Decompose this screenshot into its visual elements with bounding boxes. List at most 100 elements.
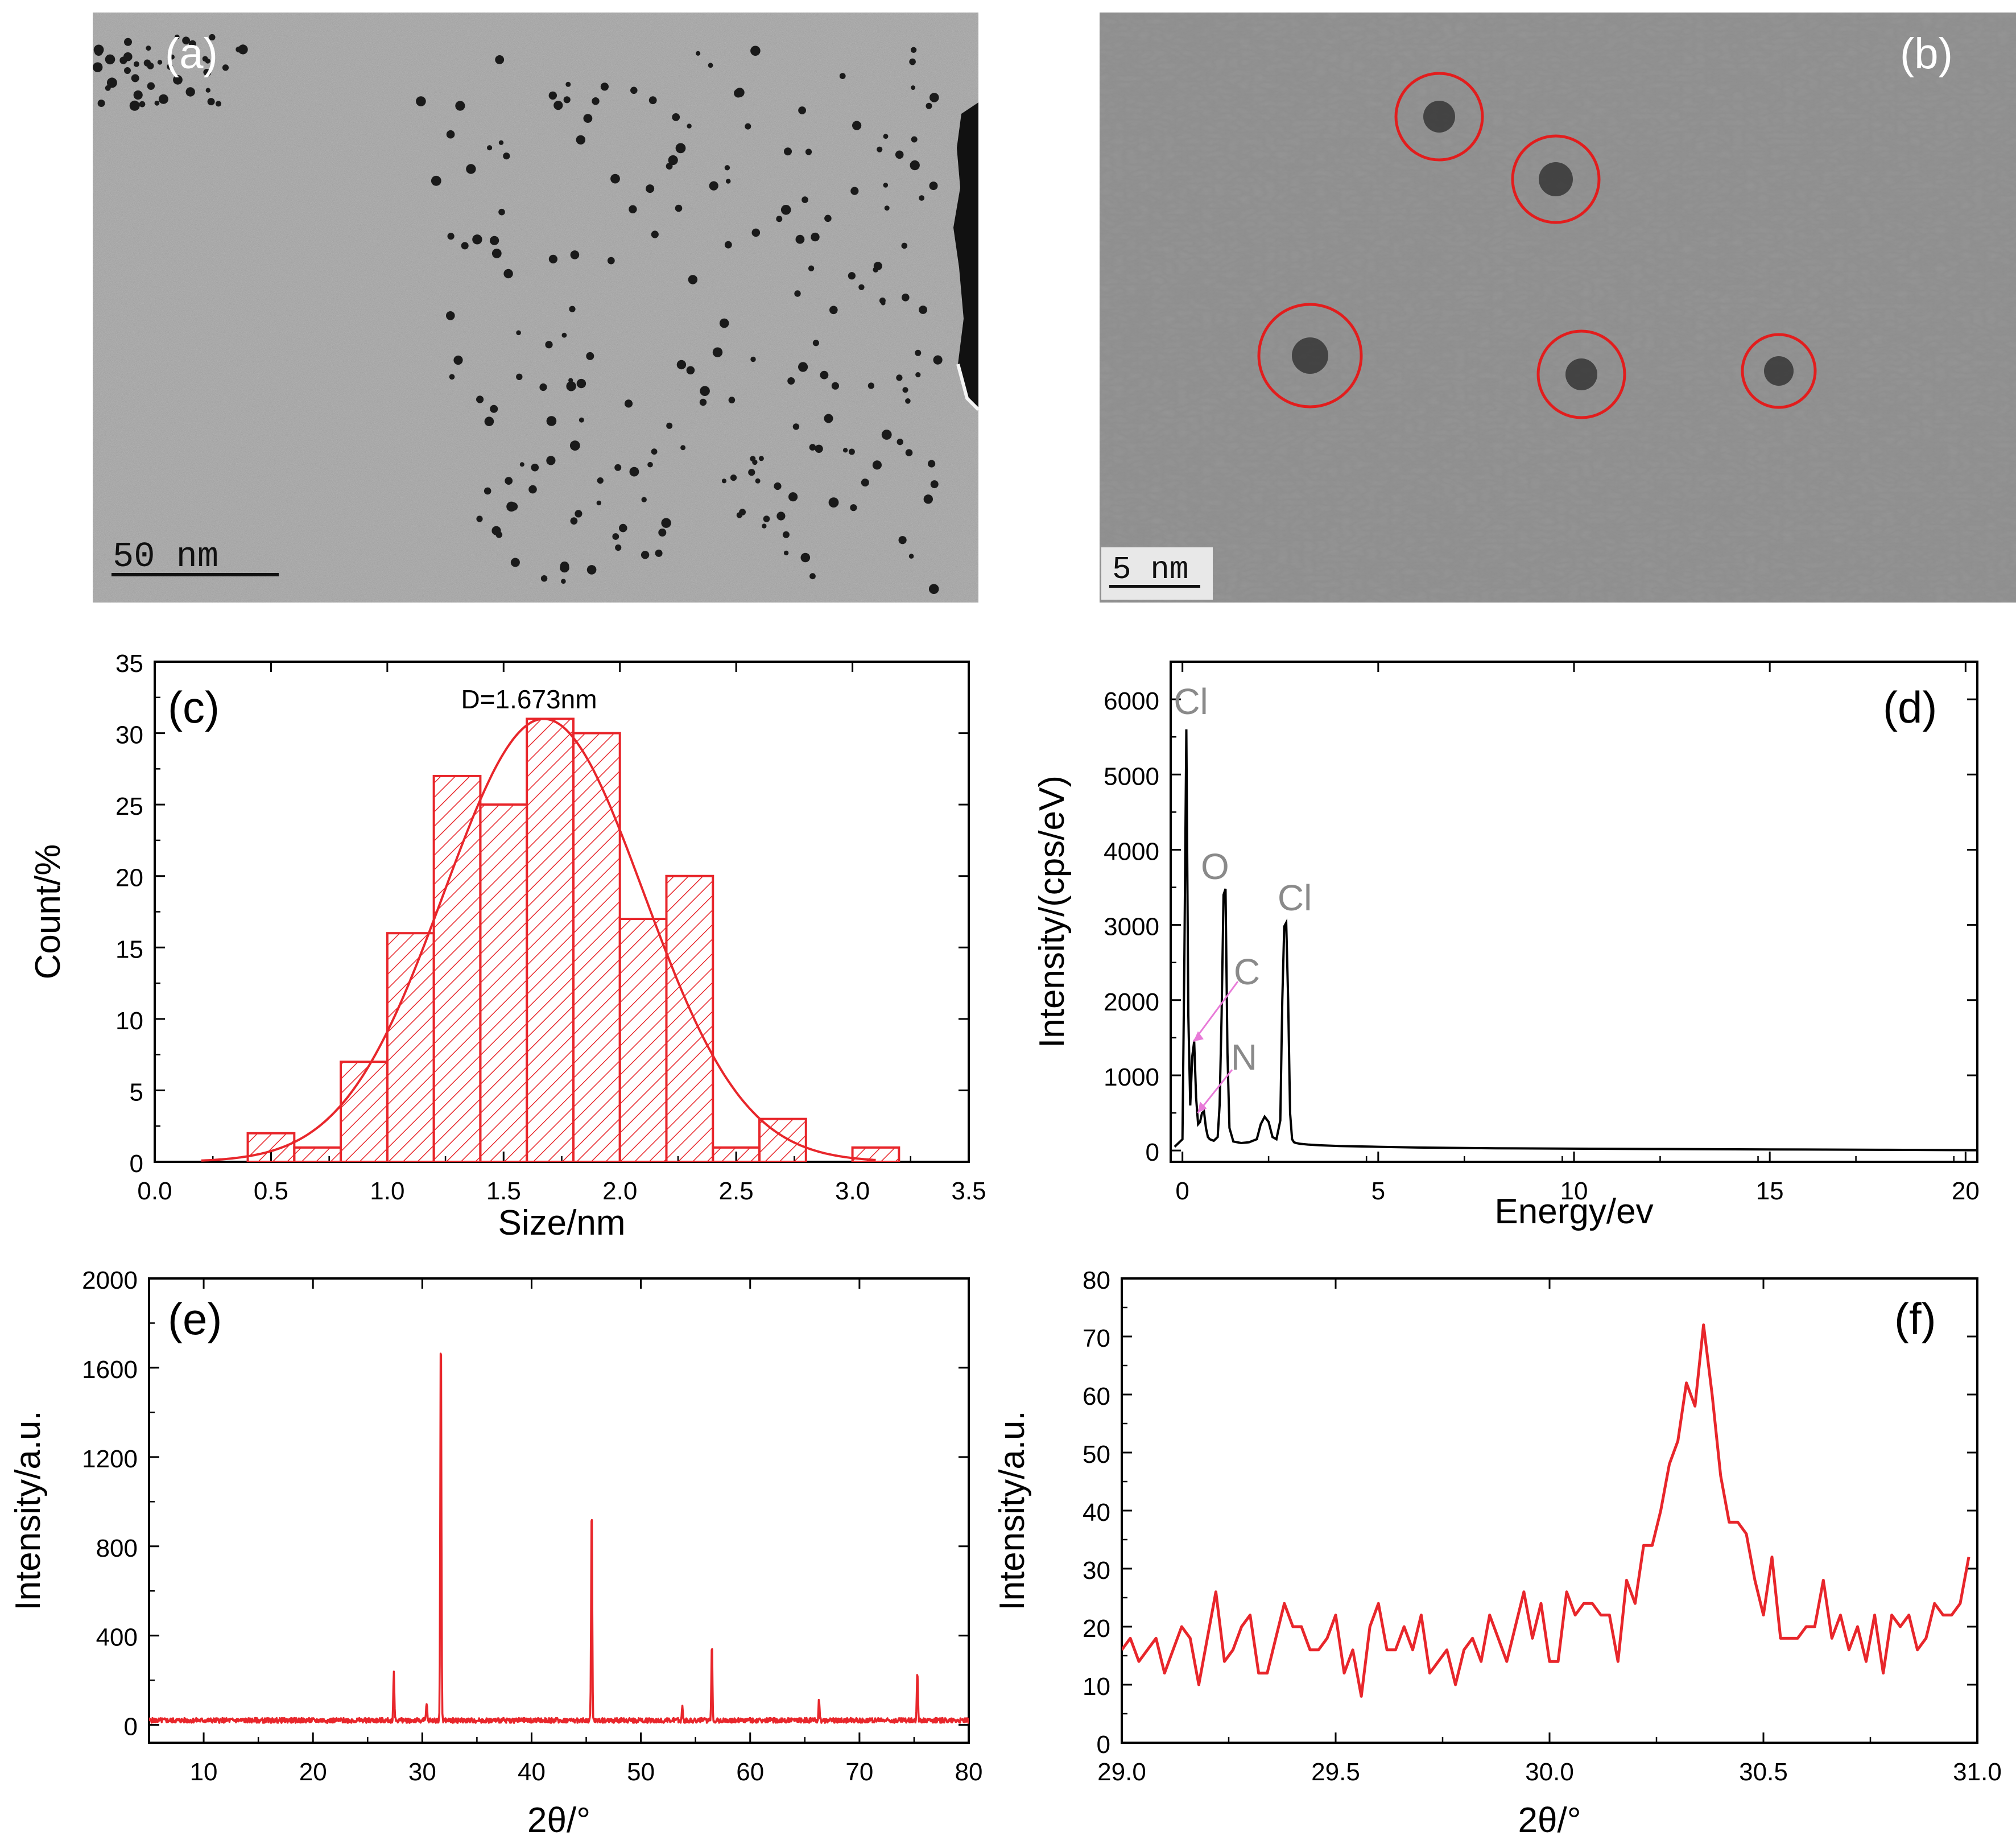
nanoparticle <box>569 440 580 451</box>
nanoparticle <box>929 93 939 102</box>
y-tick-label: 0 <box>130 1150 143 1178</box>
nanoparticle <box>802 196 808 203</box>
y-axis-title: Intensity/a.u. <box>993 1410 1032 1611</box>
nanoparticle <box>798 106 806 114</box>
nanoparticle <box>923 494 933 504</box>
nanoparticle <box>484 416 494 426</box>
nanoparticle <box>930 480 939 489</box>
nanoparticle <box>461 242 469 250</box>
nanoparticle <box>97 100 105 107</box>
nanoparticle <box>910 160 920 171</box>
nanoparticle <box>721 478 727 484</box>
nanoparticle <box>596 500 602 506</box>
peak-label: Cl <box>1174 681 1208 722</box>
nanoparticle <box>774 482 782 490</box>
xrd-zoom-layer <box>1122 1323 1970 1698</box>
nanoparticle <box>93 44 104 55</box>
nanoparticle <box>872 460 882 470</box>
nanoparticle <box>610 174 620 184</box>
x-tick-label: 31.0 <box>1953 1758 2002 1786</box>
x-tick-label: 50 <box>627 1758 655 1786</box>
nanoparticle <box>867 382 874 389</box>
nanoparticle <box>699 398 707 406</box>
nanoparticle <box>93 62 103 72</box>
histogram-bar <box>340 1061 389 1162</box>
xrd-layer <box>149 1352 969 1724</box>
panel-label: (f) <box>1894 1294 1936 1344</box>
nanoparticle <box>476 515 483 522</box>
histogram-bar <box>526 717 575 1162</box>
nanoparticle <box>895 150 904 159</box>
nanoparticle <box>516 330 521 336</box>
y-tick-label: 10 <box>1083 1673 1110 1701</box>
arrowhead-n <box>1197 1102 1207 1113</box>
nanoparticle <box>619 523 627 533</box>
nanoparticle <box>586 565 597 575</box>
nanoparticle <box>182 36 190 45</box>
nanoparticle <box>495 55 505 64</box>
nanoparticle <box>883 183 889 188</box>
nanoparticle <box>750 46 761 56</box>
y-axis-title: Intensity/(cps/eV) <box>1032 775 1072 1048</box>
nanoparticle <box>495 531 503 538</box>
nanoparticle <box>800 552 811 563</box>
x-tick-label: 20 <box>299 1758 327 1786</box>
nanoparticle <box>505 477 513 485</box>
y-tick-label: 5000 <box>1104 762 1159 790</box>
nanoparticle <box>641 551 650 559</box>
nanoparticle <box>794 290 801 297</box>
x-tick-label: 1.5 <box>486 1177 521 1205</box>
nanoparticle <box>724 241 732 249</box>
nanoparticle <box>124 67 131 74</box>
nanoparticle <box>647 461 653 468</box>
nanoparticle <box>858 284 865 290</box>
nanoparticle <box>472 234 482 245</box>
nanoparticle <box>509 502 518 511</box>
x-tick-label: 3.5 <box>951 1177 986 1205</box>
nanoparticle <box>209 34 216 41</box>
nanoparticle <box>784 147 792 156</box>
nanoparticle <box>848 448 855 455</box>
x-tick-label: 5 <box>1371 1177 1385 1205</box>
panel-b-label: (b) <box>1900 30 1953 78</box>
nanoparticle <box>498 140 504 145</box>
nanoparticle <box>576 135 585 145</box>
nanoparticle <box>158 94 168 104</box>
nanoparticle <box>600 82 609 91</box>
y-tick-label: 50 <box>1083 1441 1110 1468</box>
nanoparticle <box>648 96 657 105</box>
nanoparticle <box>566 381 576 391</box>
nanoparticle <box>788 492 798 502</box>
histogram-bars <box>201 717 900 1162</box>
nanoparticle <box>750 356 756 362</box>
nanoparticle <box>901 242 908 249</box>
particle-circle <box>1536 329 1626 419</box>
nanoparticle <box>898 536 907 544</box>
y-tick-label: 35 <box>115 650 143 678</box>
nanoparticle <box>519 462 524 467</box>
nanoparticle <box>124 38 132 46</box>
panel-a-label: (a) <box>165 30 218 78</box>
nanoparticle <box>897 438 903 445</box>
nanoparticle <box>157 60 163 65</box>
nanoparticle <box>752 459 758 465</box>
x-axis-title: 2θ/° <box>1518 1801 1581 1840</box>
nanoparticle <box>476 395 484 403</box>
x-axis-title: 2θ/° <box>527 1801 590 1840</box>
peak-label: N <box>1231 1037 1257 1078</box>
y-tick-label: 5 <box>130 1078 143 1106</box>
x-tick-label: 30 <box>408 1758 436 1786</box>
nanoparticle <box>776 511 786 521</box>
panel-b-scale-label: 5 nm <box>1112 551 1188 588</box>
nanoparticle <box>490 236 499 245</box>
nanoparticle <box>884 205 890 211</box>
nanoparticle <box>696 51 701 56</box>
nanoparticle <box>809 444 816 451</box>
x-tick-label: 60 <box>736 1758 764 1786</box>
y-tick-label: 1000 <box>1104 1063 1159 1091</box>
y-tick-label: 25 <box>115 793 143 820</box>
nanoparticle <box>510 558 520 567</box>
histogram-bar <box>246 1132 296 1162</box>
nanoparticle <box>612 533 619 540</box>
nanoparticle <box>755 478 761 484</box>
